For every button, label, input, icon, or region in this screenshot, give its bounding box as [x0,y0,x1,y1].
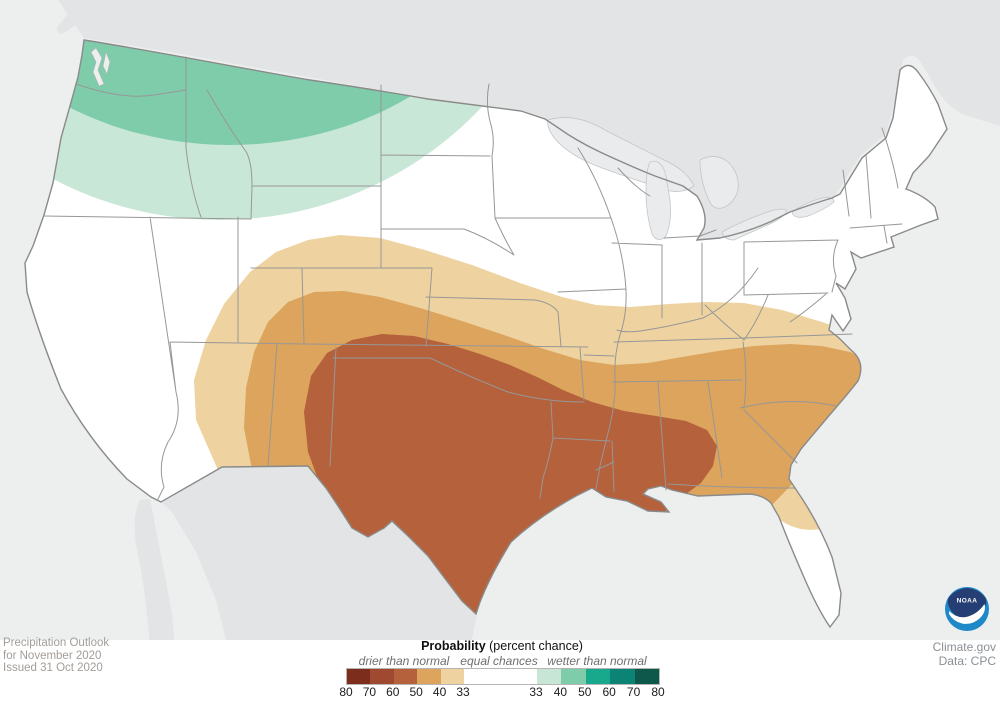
puget-sound [90,47,111,87]
caption-line-1: Precipitation Outlook [3,637,110,649]
legend-tick: 40 [553,685,568,699]
lake-huron [699,156,739,209]
legend-tick: 80 [651,685,665,699]
legend-swatch-dry-50-40 [417,669,441,684]
legend-label-wetter: wetter than normal [547,654,647,668]
vancouver-island [56,2,98,34]
legend-label-equal: equal chances [460,654,538,668]
legend-swatch-dry-60-50 [393,669,418,684]
legend-title-rest: (percent chance) [485,639,583,653]
credit-source: Climate.gov [932,640,996,654]
canada-landmass [58,0,1000,244]
legend-tick: 40 [432,685,447,699]
legend-tick: 70 [362,685,377,699]
lake-michigan [645,160,671,240]
legend-tick: 60 [602,685,616,699]
caption-line-3: Issued 31 Oct 2020 [3,662,103,674]
credit-data: Data: CPC [938,653,996,668]
legend-tick: 60 [386,685,400,699]
noaa-logo-text: NOAA [957,598,978,605]
noaa-logo: NOAA [944,586,990,632]
caption-line-2: for November 2020 [3,649,102,662]
map-svg [0,0,1000,640]
legend-tick: 33 [529,685,543,699]
noaa-logo-bird-icon [949,604,985,624]
lake-ontario [791,197,835,218]
baja-peninsula [134,499,175,640]
credits: Climate.gov Data: CPC [816,640,996,668]
legend-tick: 33 [456,685,470,699]
map-caption: Precipitation Outlook for November 2020 … [3,637,223,675]
legend-tick: 80 [339,685,353,699]
legend-swatch-wet-60-70 [610,669,635,684]
legend-colorbar [346,668,660,685]
legend-swatch-dry-80-70 [347,669,371,684]
legend-label-drier: drier than normal [358,654,450,668]
legend-swatch-wet-50-60 [585,669,611,684]
legend-swatch-dry-70-60 [370,669,394,684]
legend-swatch-wet-33-40 [536,669,562,684]
legend-title: Probability (percent chance) [346,639,658,653]
legend-tick: 70 [626,685,641,699]
legend-swatch-equal-chances [463,669,537,684]
legend-tick: 50 [578,685,592,699]
legend-title-bold: Probability [421,639,486,653]
legend-swatch-wet-40-50 [561,669,586,684]
precipitation-outlook-map [0,0,1000,640]
mexico-landmass [162,466,477,640]
state-borders [43,56,903,500]
legend-swatch-wet-70-80 [634,669,659,684]
legend-tick: 50 [409,685,423,699]
legend-swatch-dry-40-33 [440,669,464,684]
